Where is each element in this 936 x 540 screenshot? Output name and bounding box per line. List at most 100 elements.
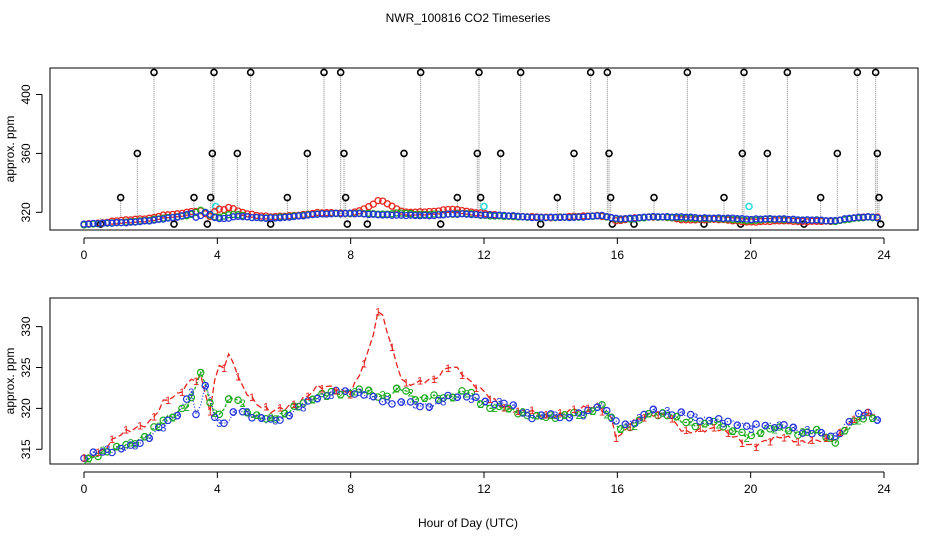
bottom-circle-marker-2 — [859, 414, 868, 423]
top-series-point-3 — [239, 213, 247, 221]
bottom-number-marker-1: 1 — [347, 390, 353, 402]
bottom-number-marker-3: 3 — [706, 416, 712, 428]
bottom-number-marker-3: 3 — [776, 420, 782, 432]
bottom-circle-marker-2 — [607, 413, 616, 422]
top-spike-point — [150, 68, 158, 77]
bottom-number-marker-2: 2 — [310, 394, 316, 406]
bottom-circle-marker-2 — [579, 410, 588, 419]
top-series-point-3 — [659, 213, 667, 221]
bottom-circle-marker-2 — [150, 423, 158, 431]
top-series-point-3 — [864, 213, 872, 221]
top-series-point-3 — [178, 212, 186, 220]
bottom-number-marker-1: 1 — [613, 433, 619, 445]
bottom-number-marker-2: 2 — [590, 406, 596, 418]
top-series-point-3 — [808, 216, 816, 224]
bottom-number-marker-3: 3 — [846, 417, 852, 429]
top-series-point-3 — [150, 216, 158, 224]
bottom-number-marker-1: 1 — [823, 433, 829, 445]
bottom-circle-marker-3 — [304, 397, 312, 405]
bottom-number-marker-1: 1 — [683, 425, 689, 437]
bottom-number-marker-2: 2 — [492, 403, 498, 415]
bottom-x-tick-label: 12 — [477, 482, 491, 496]
top-series-point-3 — [626, 214, 634, 222]
top-x-tick-label: 4 — [214, 248, 221, 262]
top-spike-points — [96, 68, 885, 228]
bottom-x-tick-label: 4 — [214, 482, 221, 496]
bottom-number-marker-3: 3 — [384, 394, 390, 406]
bottom-circle-marker-3 — [733, 421, 742, 430]
top-series-point-3 — [528, 213, 536, 222]
bottom-circle-marker-2 — [224, 395, 233, 403]
top-series-point-3 — [561, 213, 569, 221]
bottom-number-marker-3: 3 — [398, 397, 404, 409]
bottom-number-marker-1: 1 — [851, 414, 857, 426]
bottom-plot-frame — [49, 297, 919, 465]
bottom-circle-marker-2 — [551, 414, 560, 423]
top-series-point-3 — [131, 218, 139, 226]
bottom-circle-marker-3 — [285, 411, 294, 420]
top-series-point-3 — [603, 212, 611, 221]
top-series-point-3 — [374, 211, 382, 219]
bottom-number-marker-1: 1 — [375, 307, 381, 319]
bottom-number-marker-1: 1 — [81, 453, 87, 465]
bottom-number-marker-3: 3 — [342, 386, 348, 398]
top-spike-point — [473, 149, 482, 158]
bottom-number-marker-2: 2 — [296, 402, 302, 414]
bottom-number-marker-2: 2 — [506, 403, 512, 415]
top-series-point-2 — [402, 209, 410, 218]
bottom-number-marker-1: 1 — [431, 374, 437, 386]
bottom-number-marker-2: 2 — [772, 424, 778, 436]
bottom-series-line-3 — [83, 383, 878, 459]
top-series-point-3 — [220, 214, 228, 223]
top-y-tick-label: 400 — [19, 84, 33, 104]
bottom-circle-marker-2 — [84, 454, 93, 463]
bottom-number-marker-3: 3 — [202, 381, 208, 393]
top-series-point-3 — [719, 214, 727, 223]
bottom-circle-marker-2 — [234, 396, 242, 405]
bottom-y-axis-label: approx. ppm — [3, 348, 17, 415]
bottom-circle-marker-3 — [434, 396, 443, 405]
bottom-number-marker-2: 2 — [842, 426, 848, 438]
bottom-x-tick-label: 20 — [744, 482, 758, 496]
top-series-point-3 — [775, 215, 783, 223]
top-spike-point — [190, 193, 198, 202]
top-series-point-3 — [841, 215, 849, 223]
bottom-circle-marker-2 — [290, 402, 298, 411]
bottom-x-tick-label: 24 — [877, 482, 891, 496]
bottom-number-marker-2: 2 — [156, 421, 162, 433]
top-series-point-3 — [500, 211, 508, 220]
bottom-circle-marker-3 — [705, 416, 714, 425]
bottom-number-marker-2: 2 — [142, 432, 148, 444]
bottom-circle-marker-3 — [621, 420, 630, 429]
bottom-number-marker-1: 1 — [319, 384, 325, 396]
top-series-point-3 — [215, 214, 223, 223]
top-spike-point — [116, 193, 125, 202]
top-series-point-3 — [257, 214, 265, 222]
top-series-point-3 — [486, 211, 494, 219]
bottom-circle-marker-2 — [682, 418, 690, 427]
top-series-point-3 — [831, 216, 839, 225]
top-spike-point — [363, 220, 372, 228]
top-series-point-3 — [780, 215, 788, 223]
top-series-point-3 — [285, 213, 293, 221]
top-series-point-3 — [453, 210, 461, 218]
top-series-point-3 — [593, 212, 601, 220]
bottom-circle-marker-2 — [803, 428, 812, 437]
bottom-number-marker-3: 3 — [104, 444, 110, 456]
top-x-tick-label: 8 — [347, 248, 354, 262]
top-series-point-3 — [435, 211, 443, 219]
top-y-tick-label: 320 — [19, 202, 33, 222]
bottom-circle-marker-3 — [350, 390, 359, 398]
top-series-point-3 — [113, 219, 121, 227]
bottom-number-marker-1: 1 — [529, 405, 535, 417]
bottom-number-marker-1: 1 — [165, 395, 171, 407]
top-series-point-3 — [817, 216, 825, 224]
bottom-number-marker-1: 1 — [151, 412, 157, 424]
bottom-number-marker-1: 1 — [473, 383, 479, 395]
bottom-circle-marker-2 — [756, 429, 765, 437]
top-series-point-3 — [836, 216, 844, 224]
top-panel: 0 4 8 12 16 20 24 320 360 400 approx. ppm — [3, 67, 919, 262]
bottom-number-marker-2: 2 — [464, 388, 470, 400]
bottom-number-marker-3: 3 — [636, 412, 642, 424]
top-spike-point — [476, 193, 485, 202]
